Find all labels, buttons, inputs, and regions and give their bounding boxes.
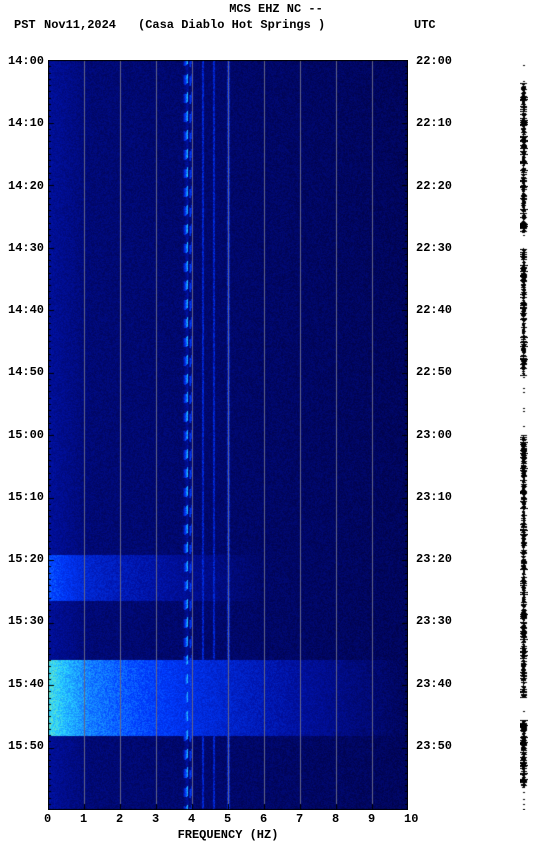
y-left-tick: 14:10 bbox=[8, 116, 44, 130]
x-tick: 4 bbox=[188, 812, 195, 826]
chart-title: MCS EHZ NC -- bbox=[0, 2, 552, 16]
y-left-tick: 15:10 bbox=[8, 490, 44, 504]
y-right-tick: 22:30 bbox=[416, 241, 452, 255]
y-left-tick: 15:50 bbox=[8, 739, 44, 753]
x-axis-label: FREQUENCY (HZ) bbox=[48, 828, 408, 842]
x-tick: 5 bbox=[224, 812, 231, 826]
y-right-tick: 22:40 bbox=[416, 303, 452, 317]
x-tick: 8 bbox=[332, 812, 339, 826]
y-left-tick: 14:20 bbox=[8, 179, 44, 193]
x-tick: 3 bbox=[152, 812, 159, 826]
x-tick: 1 bbox=[80, 812, 87, 826]
y-right-tick: 23:30 bbox=[416, 614, 452, 628]
y-left-tick: 15:00 bbox=[8, 428, 44, 442]
y-right-tick: 22:00 bbox=[416, 54, 452, 68]
y-right-tick: 23:40 bbox=[416, 677, 452, 691]
y-left-tick: 15:20 bbox=[8, 552, 44, 566]
date-label: Nov11,2024 bbox=[44, 18, 116, 32]
y-right-tick: 23:50 bbox=[416, 739, 452, 753]
spectrogram-plot bbox=[48, 60, 408, 810]
location-label: (Casa Diablo Hot Springs ) bbox=[138, 18, 325, 32]
waveform-strip bbox=[520, 60, 528, 810]
y-left-tick: 14:30 bbox=[8, 241, 44, 255]
page-root: MCS EHZ NC -- PST Nov11,2024 (Casa Diabl… bbox=[0, 0, 552, 864]
y-left-tick: 14:50 bbox=[8, 365, 44, 379]
y-left-tick: 15:40 bbox=[8, 677, 44, 691]
x-tick: 9 bbox=[368, 812, 375, 826]
y-right-tick: 22:10 bbox=[416, 116, 452, 130]
y-right-tick: 23:00 bbox=[416, 428, 452, 442]
tz-right-label: UTC bbox=[414, 18, 436, 32]
y-right-tick: 22:50 bbox=[416, 365, 452, 379]
y-right-tick: 22:20 bbox=[416, 179, 452, 193]
y-left-tick: 15:30 bbox=[8, 614, 44, 628]
x-tick: 7 bbox=[296, 812, 303, 826]
x-tick: 6 bbox=[260, 812, 267, 826]
tz-left-label: PST bbox=[14, 18, 36, 32]
y-right-tick: 23:20 bbox=[416, 552, 452, 566]
y-right-tick: 23:10 bbox=[416, 490, 452, 504]
y-left-tick: 14:00 bbox=[8, 54, 44, 68]
x-tick: 10 bbox=[404, 812, 418, 826]
x-tick: 2 bbox=[116, 812, 123, 826]
x-tick: 0 bbox=[44, 812, 51, 826]
y-left-tick: 14:40 bbox=[8, 303, 44, 317]
